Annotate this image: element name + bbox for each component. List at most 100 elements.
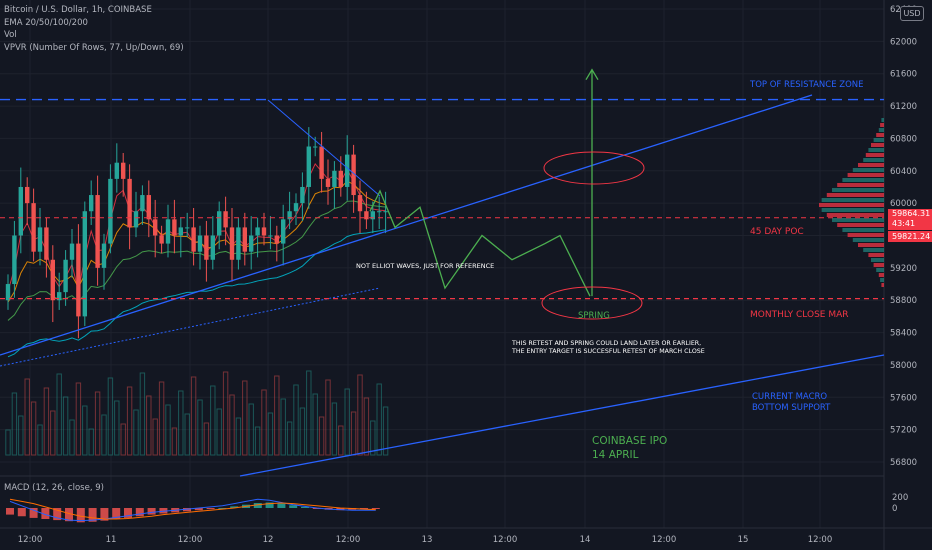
macd-bar (371, 508, 380, 509)
x-axis: 12:00 11 12:00 12 12:00 13 12:00 14 12:00 15 12:00 (18, 535, 833, 545)
candle (268, 235, 273, 237)
candle (146, 195, 151, 220)
volume-bar (299, 407, 306, 456)
volume-bar (331, 402, 338, 456)
vp-row (871, 143, 884, 147)
macd-bar (183, 508, 191, 512)
macd-bar (289, 505, 298, 508)
macro-support-line (239, 354, 885, 477)
y-tick-label: 58000 (890, 361, 917, 371)
vp-row (842, 178, 884, 182)
volume-bar (30, 401, 37, 456)
volume-bar (267, 412, 274, 456)
volume-bar (248, 403, 254, 456)
volume-bar (178, 390, 184, 456)
volume-bar (158, 381, 165, 456)
volume-bar (101, 414, 107, 456)
x-tick-label: 13 (422, 535, 433, 545)
candle (121, 162, 126, 179)
vp-row (871, 258, 884, 262)
candle (377, 211, 382, 213)
volume-bar (11, 392, 18, 456)
volume-bar (152, 418, 158, 456)
macd-bar (301, 506, 309, 508)
ema-line (7, 229, 386, 358)
macd-bar (53, 508, 62, 521)
vp-row (876, 133, 884, 137)
ema-label[interactable]: EMA 20/50/100/200 (4, 17, 88, 28)
candle (300, 186, 305, 204)
target-ellipse (543, 151, 645, 185)
candle (191, 227, 196, 252)
x-tick-label: 12:00 (652, 535, 677, 545)
vol-label[interactable]: Vol (4, 30, 17, 40)
volume-bar (18, 415, 24, 456)
macro-support-label: CURRENT MACRO BOTTOM SUPPORT (752, 392, 830, 414)
volume-bar (357, 374, 363, 456)
vp-row (876, 268, 884, 272)
vp-row (863, 158, 884, 162)
candle (319, 146, 324, 179)
candle (281, 219, 286, 244)
x-tick-label: 12:00 (493, 535, 518, 545)
volume-bar (203, 422, 210, 456)
volume-bar (184, 413, 190, 456)
y-tick-label: 60400 (890, 167, 917, 177)
y-tick-label: 61200 (890, 102, 917, 112)
volume-bar (325, 379, 331, 456)
macro-support-line1: CURRENT MACRO (752, 392, 828, 402)
volume-bar (261, 389, 267, 456)
macd-bar (218, 508, 227, 509)
volume-bar (75, 382, 82, 456)
y-axis: 5680057200576005800058400588005920059600… (890, 5, 917, 514)
candle (114, 162, 119, 179)
currency-badge[interactable]: USD (900, 6, 924, 21)
candle (236, 227, 241, 260)
x-tick-label: 12:00 (336, 535, 361, 545)
volume-bar (82, 405, 88, 456)
vpvr-label[interactable]: VPVR (Number Of Rows, 77, Up/Down, 69) (4, 42, 184, 53)
last-price-tag: 59864.31 43:41 (888, 209, 932, 230)
candle (249, 235, 254, 252)
ema-line (7, 200, 386, 321)
vp-row (821, 198, 884, 202)
ipo-line1: COINBASE IPO (592, 435, 668, 447)
volume-bar (382, 406, 389, 456)
candle (89, 195, 94, 212)
volume-bar (120, 423, 126, 456)
spring-ellipse (541, 286, 643, 320)
macd-bar (360, 508, 368, 510)
candle (351, 154, 356, 196)
x-tick-label: 12 (263, 535, 274, 545)
candle (44, 227, 49, 260)
symbol-title[interactable]: Bitcoin / U.S. Dollar, 1h, COINBASE (4, 5, 152, 15)
candle (69, 243, 75, 260)
candle (140, 195, 145, 212)
volume-bar (107, 377, 114, 456)
candle (185, 227, 190, 229)
vp-row (826, 213, 884, 217)
candle (95, 195, 100, 268)
candle (306, 146, 311, 187)
volume-bar (242, 380, 248, 456)
dotted-support-line (0, 287, 381, 367)
volume-bar (126, 386, 133, 456)
volume-bar (133, 409, 139, 456)
spring-label: SPRING (578, 311, 610, 321)
vp-row (858, 163, 884, 167)
candle (12, 235, 17, 285)
y-tick-label: 58800 (890, 296, 917, 306)
vp-row (873, 263, 884, 267)
projection-path (369, 68, 599, 297)
x-tick-label: 15 (738, 535, 749, 545)
volume-bar (197, 399, 203, 456)
candle (76, 243, 81, 317)
candle (287, 211, 292, 220)
candle (210, 235, 215, 260)
macd-label[interactable]: MACD (12, 26, close, 9) (4, 483, 104, 493)
last-price: 59864.31 (892, 209, 931, 218)
volume-bar (338, 425, 344, 456)
macd-bar (194, 508, 203, 511)
